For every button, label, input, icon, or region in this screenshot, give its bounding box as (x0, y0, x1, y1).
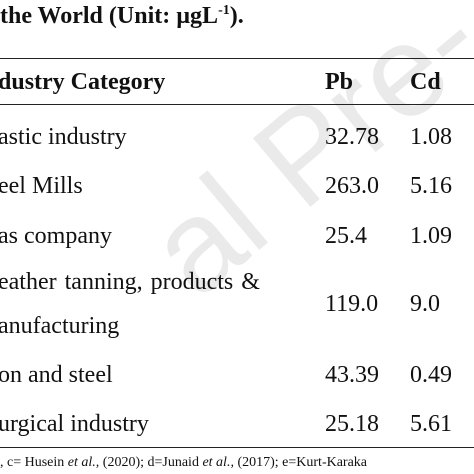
column-header: dustry Category (0, 69, 166, 95)
header-rule (0, 104, 474, 105)
cell-number: 43.39 (325, 362, 379, 388)
cell-number: 9.0 (410, 291, 440, 317)
cell-text: on and steel (0, 362, 113, 388)
cell-text: eel Mills (0, 173, 83, 199)
footnote-part: et al., (202, 455, 234, 470)
cell-number: 263.0 (325, 173, 379, 199)
footnote: , c= Husein et al., (2020); d=Junaid et … (0, 456, 367, 470)
footnote-part: et al., (67, 455, 100, 470)
cell-number: 1.08 (410, 124, 452, 150)
cell-number: 32.78 (325, 124, 379, 150)
title: the World (Unit: µgL-1). (0, 3, 244, 29)
title-superscript: -1 (218, 3, 230, 18)
bottom-rule (0, 447, 474, 448)
cell-number: 1.09 (410, 223, 452, 249)
title-text: the World (Unit: µgL (0, 3, 219, 29)
footnote-part: , c= Husein (0, 455, 68, 470)
footnote-part: (2017); e=Kurt-Karaka (233, 455, 368, 470)
title-end: ). (229, 3, 244, 29)
cell-number: 0.49 (410, 362, 452, 388)
cell-text: as company (0, 223, 112, 249)
cell-text: urgical industry (0, 411, 149, 437)
cell-text: anufacturing (0, 313, 120, 339)
cell-number: 25.4 (325, 223, 367, 249)
cell-number: 119.0 (325, 291, 379, 317)
cell-number: 5.61 (410, 411, 452, 437)
column-header: Cd (410, 69, 441, 95)
cell-text: eather tanning, products & (0, 269, 260, 295)
cell-number: 5.16 (410, 173, 452, 199)
cell-number: 25.18 (325, 411, 379, 437)
cell-text: astic industry (0, 124, 127, 150)
column-header: Pb (325, 69, 354, 95)
footnote-part: (2020); d=Junaid (99, 455, 203, 470)
top-rule (0, 58, 474, 59)
